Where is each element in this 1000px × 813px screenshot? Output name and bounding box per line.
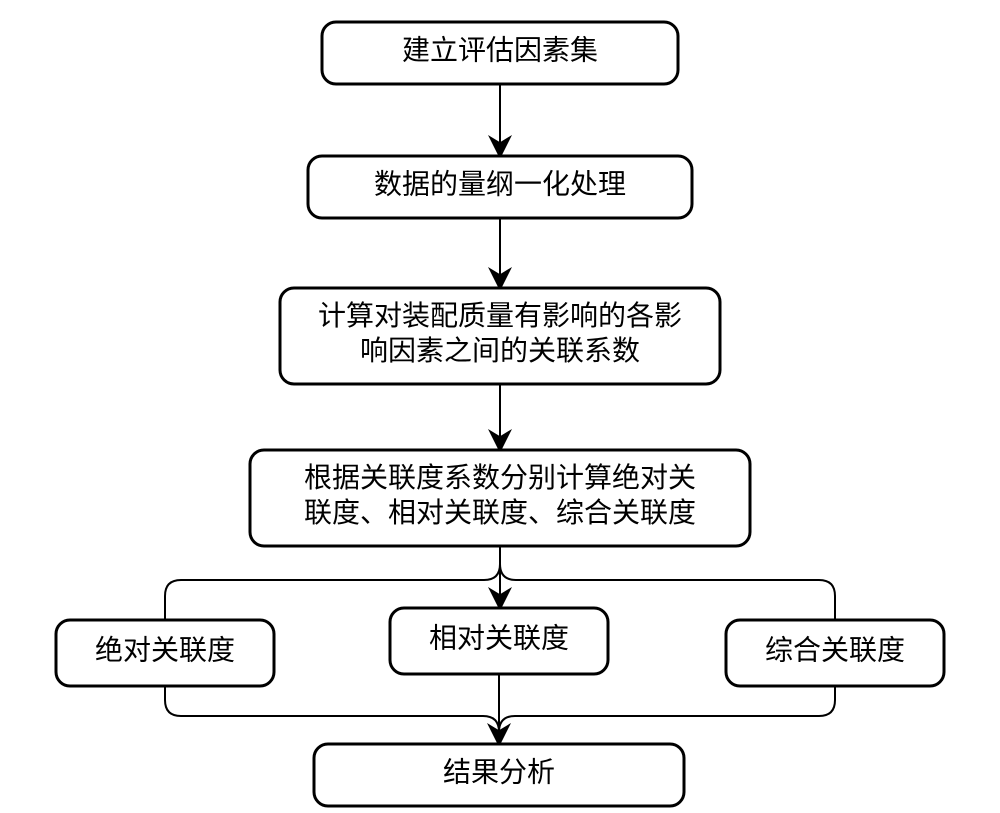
node-label: 联度、相对关联度、综合关联度 (304, 497, 696, 529)
merge-bracket-left (165, 686, 499, 744)
node-label: 绝对关联度 (95, 634, 235, 666)
flow-node-n5b: 相对关联度 (390, 608, 608, 674)
node-label: 响因素之间的关联系数 (360, 335, 640, 367)
flow-node-n6: 结果分析 (314, 744, 684, 806)
merge-bracket-right (499, 686, 835, 744)
node-label: 建立评估因素集 (402, 34, 598, 66)
node-label: 综合关联度 (765, 634, 905, 666)
flow-node-n2: 数据的量纲一化处理 (308, 156, 692, 218)
flow-node-n5a: 绝对关联度 (56, 620, 274, 686)
node-label: 数据的量纲一化处理 (374, 168, 626, 200)
flow-node-n4: 根据关联度系数分别计算绝对关联度、相对关联度、综合关联度 (250, 450, 750, 546)
node-label: 结果分析 (443, 756, 555, 788)
flow-node-n3: 计算对装配质量有影响的各影响因素之间的关联系数 (280, 288, 720, 384)
flow-node-n1: 建立评估因素集 (322, 22, 678, 84)
flow-node-n5c: 综合关联度 (726, 620, 944, 686)
node-label: 计算对装配质量有影响的各影 (318, 300, 682, 332)
node-label: 根据关联度系数分别计算绝对关 (304, 462, 696, 494)
node-label: 相对关联度 (429, 622, 569, 654)
